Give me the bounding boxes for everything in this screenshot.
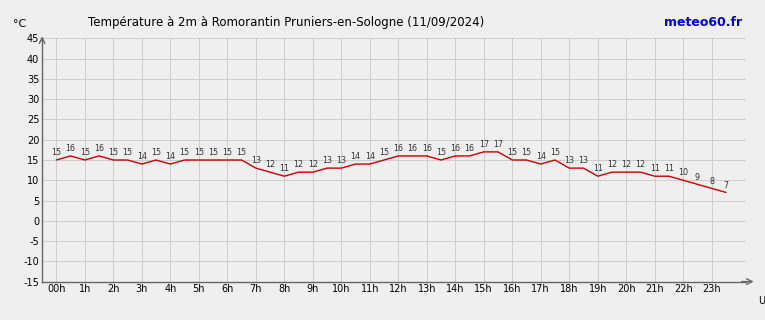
Text: 16: 16 <box>94 144 104 153</box>
Text: 15: 15 <box>80 148 90 157</box>
Text: 13: 13 <box>565 156 575 165</box>
Text: 15: 15 <box>436 148 446 157</box>
Text: 9: 9 <box>695 172 700 181</box>
Text: 12: 12 <box>607 160 617 169</box>
Text: 14: 14 <box>365 152 375 161</box>
Text: 15: 15 <box>550 148 560 157</box>
Text: 13: 13 <box>337 156 347 165</box>
Text: 12: 12 <box>636 160 646 169</box>
Text: 12: 12 <box>621 160 631 169</box>
Text: 14: 14 <box>165 152 175 161</box>
Text: 11: 11 <box>593 164 603 173</box>
Text: 8: 8 <box>709 177 715 186</box>
Text: 15: 15 <box>51 148 61 157</box>
Text: 15: 15 <box>522 148 532 157</box>
Text: 16: 16 <box>422 144 431 153</box>
Text: 7: 7 <box>724 181 728 190</box>
Text: 14: 14 <box>137 152 147 161</box>
Text: 15: 15 <box>236 148 246 157</box>
Text: 13: 13 <box>322 156 332 165</box>
Text: 13: 13 <box>251 156 261 165</box>
Text: 12: 12 <box>308 160 317 169</box>
Text: 14: 14 <box>350 152 360 161</box>
Text: 15: 15 <box>108 148 119 157</box>
Text: 15: 15 <box>151 148 161 157</box>
Text: 16: 16 <box>451 144 461 153</box>
Text: 15: 15 <box>122 148 132 157</box>
Text: 14: 14 <box>536 152 545 161</box>
Text: 10: 10 <box>679 169 689 178</box>
Text: 17: 17 <box>493 140 503 149</box>
Text: 12: 12 <box>265 160 275 169</box>
Text: 15: 15 <box>194 148 203 157</box>
Text: 16: 16 <box>408 144 418 153</box>
Text: 15: 15 <box>379 148 389 157</box>
Text: 11: 11 <box>664 164 674 173</box>
Text: Température à 2m à Romorantin Pruniers-en-Sologne (11/09/2024): Température à 2m à Romorantin Pruniers-e… <box>88 16 484 29</box>
Text: 17: 17 <box>479 140 489 149</box>
Text: 13: 13 <box>578 156 588 165</box>
Text: 12: 12 <box>294 160 304 169</box>
Text: 16: 16 <box>393 144 403 153</box>
Text: 16: 16 <box>464 144 474 153</box>
Text: °C: °C <box>12 19 26 29</box>
Text: 11: 11 <box>649 164 659 173</box>
Text: 16: 16 <box>66 144 76 153</box>
Text: 15: 15 <box>180 148 190 157</box>
Text: 15: 15 <box>222 148 233 157</box>
Text: meteo60.fr: meteo60.fr <box>664 16 742 29</box>
Text: 15: 15 <box>208 148 218 157</box>
Text: UTC: UTC <box>759 296 765 306</box>
Text: 15: 15 <box>507 148 517 157</box>
Text: 11: 11 <box>279 164 289 173</box>
